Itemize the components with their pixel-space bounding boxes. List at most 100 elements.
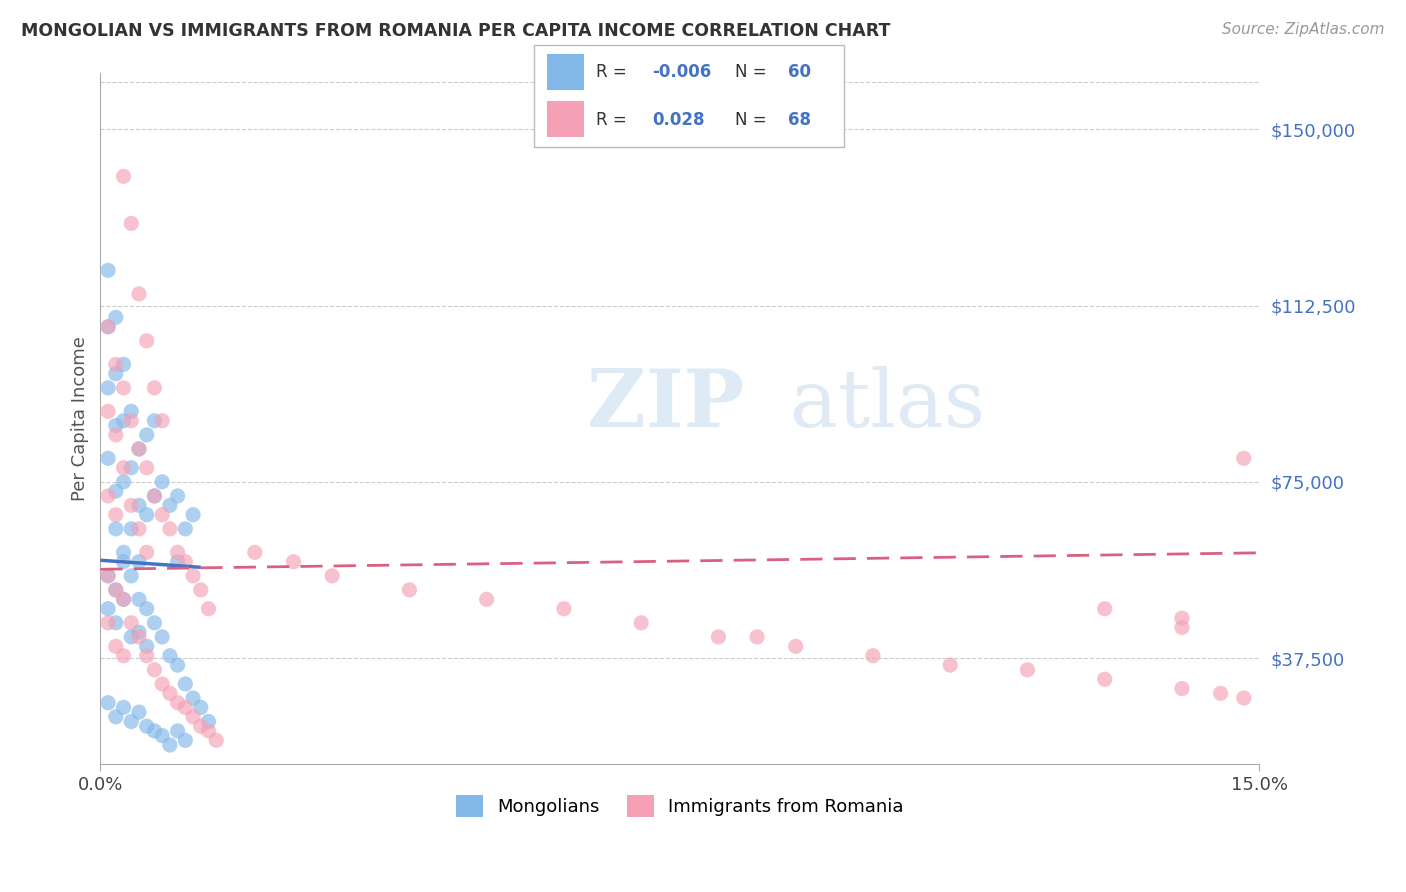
Point bbox=[166, 696, 188, 710]
Point bbox=[97, 569, 120, 583]
Point bbox=[159, 522, 181, 536]
Point bbox=[120, 630, 142, 644]
Point bbox=[174, 555, 197, 569]
Point bbox=[112, 460, 135, 475]
Point bbox=[120, 216, 142, 230]
Point bbox=[150, 508, 173, 522]
Point bbox=[174, 677, 197, 691]
Point bbox=[166, 555, 188, 569]
Point bbox=[112, 592, 135, 607]
Point bbox=[166, 723, 188, 738]
Point bbox=[150, 414, 173, 428]
Point bbox=[120, 615, 142, 630]
Point bbox=[104, 508, 127, 522]
Point bbox=[475, 592, 498, 607]
Point bbox=[104, 582, 127, 597]
Point bbox=[135, 428, 157, 442]
Point bbox=[181, 691, 204, 706]
Point bbox=[112, 475, 135, 489]
Point bbox=[1094, 601, 1116, 615]
Point bbox=[630, 615, 652, 630]
Point bbox=[707, 630, 730, 644]
Point bbox=[97, 381, 120, 395]
Point bbox=[745, 630, 768, 644]
Point bbox=[143, 489, 166, 503]
Point bbox=[1209, 686, 1232, 700]
Point bbox=[166, 545, 188, 559]
Text: 68: 68 bbox=[787, 111, 811, 129]
Point bbox=[553, 601, 575, 615]
Point bbox=[135, 334, 157, 348]
Point bbox=[190, 582, 212, 597]
Text: ZIP: ZIP bbox=[588, 366, 744, 443]
Point bbox=[112, 555, 135, 569]
Text: Source: ZipAtlas.com: Source: ZipAtlas.com bbox=[1222, 22, 1385, 37]
Point bbox=[205, 733, 228, 747]
Point bbox=[190, 700, 212, 714]
Point bbox=[321, 569, 343, 583]
Point bbox=[128, 442, 150, 456]
Point bbox=[104, 367, 127, 381]
Point bbox=[104, 615, 127, 630]
Point bbox=[135, 601, 157, 615]
Point bbox=[112, 648, 135, 663]
Point bbox=[112, 592, 135, 607]
Point bbox=[197, 723, 219, 738]
Point bbox=[150, 475, 173, 489]
Point bbox=[97, 615, 120, 630]
Point bbox=[128, 286, 150, 301]
Point bbox=[197, 714, 219, 729]
Point bbox=[104, 418, 127, 433]
Point bbox=[128, 630, 150, 644]
Point bbox=[97, 451, 120, 466]
Point bbox=[112, 169, 135, 184]
Point bbox=[174, 733, 197, 747]
Point bbox=[104, 484, 127, 499]
Text: R =: R = bbox=[596, 111, 627, 129]
Point bbox=[135, 648, 157, 663]
Point bbox=[143, 381, 166, 395]
Point bbox=[120, 404, 142, 418]
Point bbox=[1233, 691, 1256, 706]
Point bbox=[785, 640, 807, 654]
Point bbox=[128, 705, 150, 719]
Point bbox=[181, 710, 204, 724]
Point bbox=[120, 714, 142, 729]
Point bbox=[190, 719, 212, 733]
Point bbox=[128, 442, 150, 456]
Point bbox=[104, 710, 127, 724]
Point bbox=[159, 738, 181, 752]
Point bbox=[97, 569, 120, 583]
FancyBboxPatch shape bbox=[547, 54, 583, 90]
Point bbox=[128, 522, 150, 536]
Point bbox=[862, 648, 884, 663]
Point bbox=[104, 640, 127, 654]
Point bbox=[1094, 672, 1116, 686]
Point bbox=[1017, 663, 1039, 677]
Point bbox=[97, 601, 120, 615]
Point bbox=[112, 414, 135, 428]
Point bbox=[104, 428, 127, 442]
Point bbox=[1171, 681, 1194, 696]
Text: -0.006: -0.006 bbox=[652, 62, 711, 81]
Text: N =: N = bbox=[735, 62, 766, 81]
Point bbox=[135, 640, 157, 654]
Point bbox=[97, 319, 120, 334]
Point bbox=[1233, 451, 1256, 466]
Point bbox=[135, 545, 157, 559]
Point bbox=[1171, 621, 1194, 635]
Point bbox=[97, 404, 120, 418]
Point bbox=[104, 522, 127, 536]
Point bbox=[112, 381, 135, 395]
Point bbox=[104, 310, 127, 325]
Point bbox=[197, 601, 219, 615]
Text: 60: 60 bbox=[787, 62, 811, 81]
Point bbox=[120, 499, 142, 513]
Point bbox=[104, 582, 127, 597]
Point bbox=[97, 489, 120, 503]
Point bbox=[120, 569, 142, 583]
Text: atlas: atlas bbox=[790, 366, 986, 443]
Point bbox=[181, 569, 204, 583]
Point bbox=[243, 545, 266, 559]
Point bbox=[939, 658, 962, 673]
